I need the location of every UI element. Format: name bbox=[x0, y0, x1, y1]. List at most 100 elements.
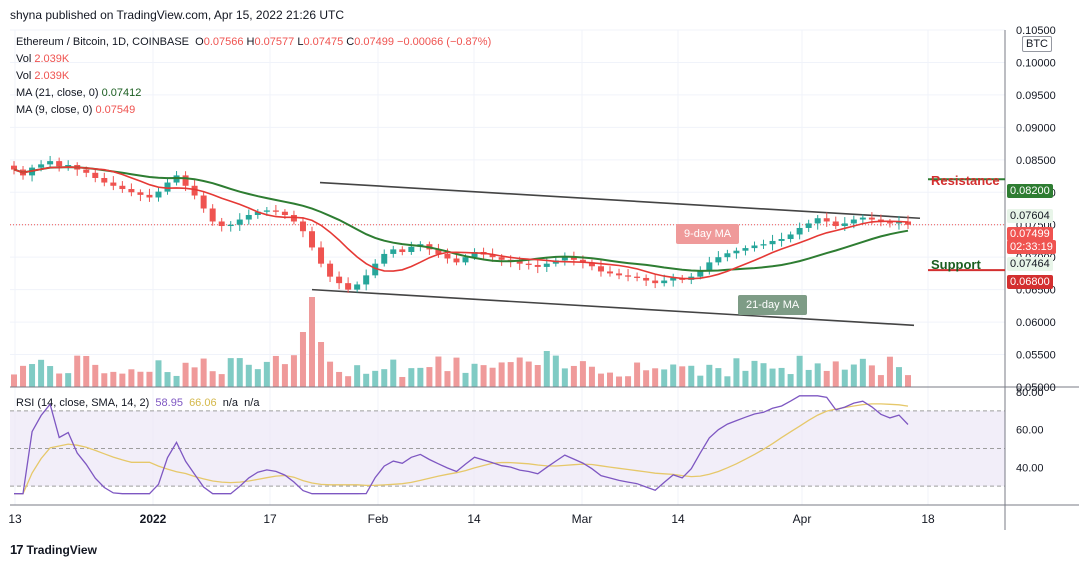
candle-body bbox=[245, 214, 252, 220]
volume-bars bbox=[11, 297, 911, 387]
volume-bar bbox=[363, 373, 370, 387]
price-legend: Ethereum / Bitcoin, 1D, COINBASE O0.0756… bbox=[16, 35, 491, 49]
volume-bar bbox=[182, 362, 189, 387]
volume-bar bbox=[570, 365, 577, 387]
candle-body bbox=[724, 253, 731, 258]
volume-bar bbox=[543, 351, 550, 387]
volume-bar bbox=[498, 362, 505, 387]
rsi-line bbox=[14, 395, 909, 495]
price-tick-label: 0.06000 bbox=[1016, 317, 1056, 329]
volume-bar bbox=[805, 369, 812, 387]
volume-bar bbox=[345, 376, 352, 387]
volume-bar bbox=[200, 358, 207, 387]
candle-body bbox=[182, 175, 189, 186]
legend-o-label: O bbox=[195, 36, 204, 48]
volume-bar bbox=[643, 370, 650, 387]
volume-bar bbox=[245, 364, 252, 387]
ma9-line bbox=[13, 166, 909, 280]
time-tick-label: Mar bbox=[572, 512, 593, 526]
volume-bar bbox=[227, 358, 234, 387]
candle-body bbox=[886, 222, 893, 224]
volume-bar bbox=[327, 361, 334, 387]
volume-bar bbox=[634, 362, 641, 387]
candle-body bbox=[209, 208, 216, 222]
volume-bar bbox=[868, 365, 875, 387]
footer-brand[interactable]: 17 TradingView bbox=[10, 542, 97, 557]
time-tick-label: Apr bbox=[793, 512, 812, 526]
vol-legend-1: Vol 2.039K bbox=[16, 52, 69, 66]
candle-body bbox=[859, 217, 866, 220]
volume-bar bbox=[588, 366, 595, 387]
volume-bar bbox=[679, 366, 686, 387]
volume-bar bbox=[65, 373, 72, 387]
volume-bar bbox=[218, 374, 225, 387]
candle-body bbox=[525, 263, 532, 265]
rsi-tick-label: 40.00 bbox=[1016, 462, 1044, 474]
vol-legend-2: Vol 2.039K bbox=[16, 69, 69, 83]
rsi-sma-line bbox=[14, 403, 909, 495]
volume-bar bbox=[552, 355, 559, 387]
volume-bar bbox=[534, 365, 541, 387]
volume-bar bbox=[309, 297, 315, 387]
time-tick-label: 17 bbox=[263, 512, 277, 526]
ma21-value: 0.07412 bbox=[101, 87, 142, 99]
support-label: Support bbox=[931, 257, 981, 272]
time-tick-label: 14 bbox=[671, 512, 685, 526]
candle-body bbox=[823, 218, 830, 222]
currency-badge[interactable]: BTC bbox=[1022, 36, 1052, 52]
legend-open: 0.07566 bbox=[203, 36, 244, 48]
candle-body bbox=[561, 257, 568, 261]
volume-bar bbox=[471, 363, 478, 387]
price-tick-label: 0.09000 bbox=[1016, 122, 1056, 134]
volume-bar bbox=[841, 369, 848, 387]
price-tick-label: 0.10000 bbox=[1016, 57, 1056, 69]
rsi-panel bbox=[10, 395, 1005, 495]
volume-bar bbox=[751, 360, 758, 387]
volume-bar bbox=[652, 368, 659, 387]
volume-bar bbox=[462, 372, 469, 387]
volume-bar bbox=[697, 375, 704, 387]
candle-body bbox=[372, 263, 379, 276]
moving-averages bbox=[13, 166, 909, 280]
support-resistance-levels bbox=[928, 178, 1005, 272]
ma9-value: 0.07549 bbox=[95, 104, 136, 116]
candle-body bbox=[670, 277, 677, 281]
volume-bar bbox=[29, 364, 36, 387]
candle-body bbox=[588, 262, 595, 267]
volume-bar bbox=[101, 373, 108, 387]
volume-bar bbox=[724, 376, 731, 387]
candle-body bbox=[281, 211, 288, 215]
volume-bar bbox=[905, 375, 911, 387]
candle-body bbox=[299, 221, 306, 232]
candle-body bbox=[534, 264, 541, 267]
volume-bar bbox=[435, 356, 442, 387]
candle-body bbox=[435, 249, 442, 254]
candle-body bbox=[318, 247, 325, 264]
candle-body bbox=[218, 221, 225, 227]
legend-symbol: Ethereum / Bitcoin, 1D, COINBASE bbox=[16, 36, 190, 48]
price-tick-label: 0.10500 bbox=[1016, 25, 1056, 37]
volume-bar bbox=[20, 365, 27, 387]
vol-label: Vol bbox=[16, 70, 32, 82]
candle-body bbox=[516, 261, 523, 264]
candle-body bbox=[652, 280, 659, 284]
volume-bar bbox=[525, 361, 532, 387]
volume-bar bbox=[146, 371, 153, 387]
time-tick-label: Feb bbox=[368, 512, 389, 526]
volume-bar bbox=[164, 372, 171, 387]
volume-bar bbox=[733, 358, 740, 387]
candle-body bbox=[444, 253, 451, 259]
volume-bar bbox=[173, 375, 180, 387]
volume-bar bbox=[670, 364, 677, 387]
volume-bar bbox=[778, 367, 785, 387]
candle-body bbox=[65, 165, 72, 167]
volume-bar bbox=[706, 364, 713, 387]
rsi-value: 58.95 bbox=[155, 397, 183, 409]
volume-bar bbox=[236, 358, 243, 387]
volume-bar bbox=[272, 355, 279, 387]
candle-body bbox=[110, 182, 117, 186]
volume-bar bbox=[579, 361, 586, 387]
volume-bar bbox=[796, 355, 803, 387]
volume-bar bbox=[417, 367, 424, 387]
